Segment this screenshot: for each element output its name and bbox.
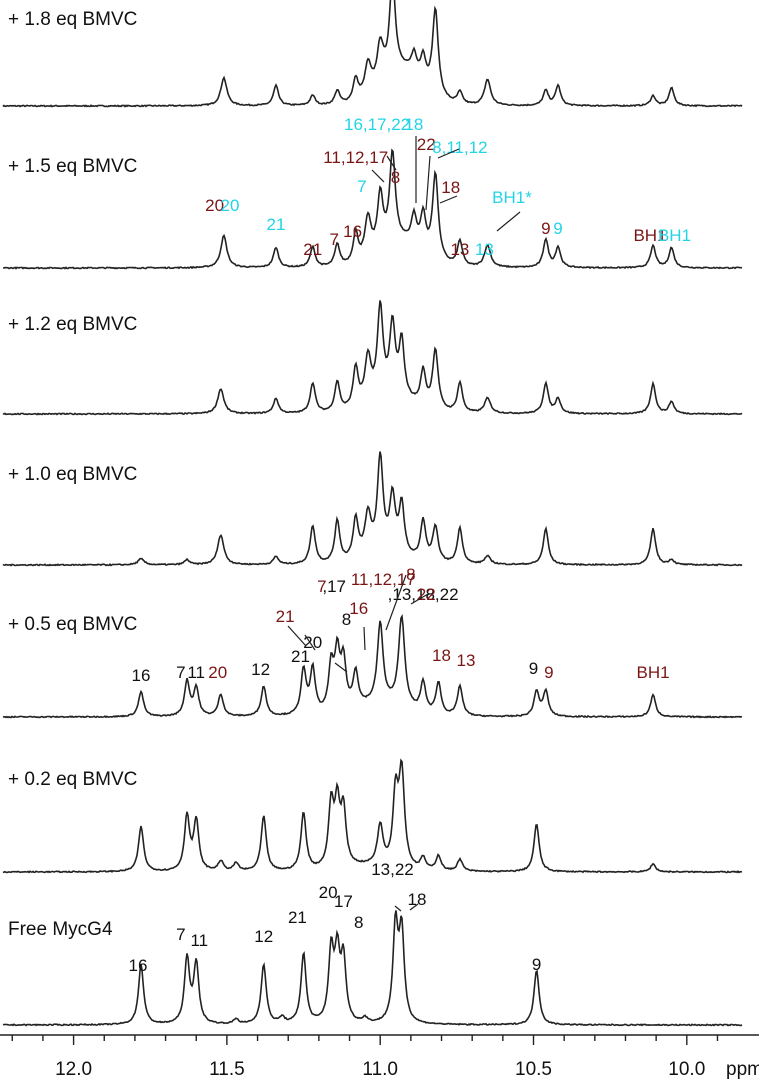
labels-layer: + 1.8 eq BMVC + 1.5 eq BMVC + 1.2 eq BMVC +…	[8, 9, 691, 975]
spectrum-title: + 1.2 eq BMVC	[8, 314, 137, 335]
spectrum-title: + 1.5 eq BMVC	[8, 156, 137, 177]
peak-label: 11,12,17	[323, 148, 388, 167]
leader-line	[304, 634, 316, 651]
peak-label: 12	[251, 660, 270, 679]
peak-label: 21	[276, 607, 295, 626]
leader-line	[437, 148, 460, 159]
peak-label: 13	[450, 240, 469, 259]
peak-label: 13	[475, 240, 494, 259]
spectrum-line-1	[3, 148, 742, 270]
peak-label: 8	[391, 168, 400, 187]
peak-label: 16	[132, 666, 151, 685]
spectrum-title: + 0.2 eq BMVC	[8, 769, 137, 790]
spectra-layer	[2, 0, 743, 1027]
leader-line	[385, 574, 407, 631]
spectrum-title: + 0.5 eq BMVC	[8, 614, 137, 635]
peak-label: 9	[541, 219, 550, 238]
peak-label: 21	[267, 215, 286, 234]
peak-label: 7	[176, 663, 185, 682]
peak-label: 18	[432, 646, 451, 665]
peak-label: 20	[319, 883, 338, 902]
peak-label: 11	[190, 931, 208, 950]
peak-label: BH1	[658, 226, 691, 245]
peak-label: 20	[208, 663, 227, 682]
peak-label: 13	[457, 651, 476, 670]
peak-label: 20	[221, 196, 240, 215]
peak-label: 8	[354, 913, 363, 932]
peak-label: 18	[441, 178, 460, 197]
spectrum-line-5	[2, 758, 743, 874]
peak-label: 7	[357, 177, 366, 196]
peak-label: 8,11,12	[432, 138, 487, 157]
peak-label: 16	[349, 599, 368, 618]
peak-label: 16	[343, 222, 362, 241]
leader-line	[425, 155, 431, 211]
leader-line	[334, 662, 348, 673]
leader-line	[410, 593, 429, 605]
spectrum-line-3	[2, 451, 743, 567]
peak-label: 12	[254, 927, 273, 946]
spectrum-title: + 1.8 eq BMVC	[8, 9, 137, 30]
peak-label: 9	[529, 659, 538, 678]
peak-label: 16,17,22	[344, 115, 410, 134]
leader-line	[496, 211, 521, 232]
peak-label: BH1	[637, 663, 670, 682]
peak-label: 11	[187, 663, 205, 682]
peak-label: BH1*	[492, 188, 532, 207]
peak-label: 20	[205, 196, 224, 215]
leader-line	[363, 626, 366, 651]
x-tick-label: 10.0	[668, 1059, 705, 1080]
peak-label: 18	[404, 115, 423, 134]
peak-label: 18	[408, 890, 427, 909]
peak-label: 13,22	[371, 860, 414, 879]
spectrum-line-2	[2, 300, 743, 416]
peak-label: 9	[532, 955, 541, 974]
peak-label: 17	[334, 892, 353, 911]
peak-label: ,13,18,22	[388, 585, 459, 604]
x-tick-label: 11.0	[362, 1059, 398, 1080]
leader-line	[394, 905, 402, 912]
peak-label: 8	[342, 610, 351, 629]
peak-label: 7	[317, 577, 326, 596]
x-axis: ppm 12.0 11.5 11.0 10.5 10.0	[0, 1034, 759, 1080]
leader-line	[371, 169, 385, 183]
peak-label: 7	[176, 925, 185, 944]
peak-label: 21	[303, 240, 322, 259]
peak-label: 21	[288, 908, 307, 927]
peak-label: 9	[553, 219, 562, 238]
peak-label: 11,12,17	[351, 570, 416, 589]
leader-line	[287, 625, 307, 647]
spectrum-line-0	[2, 0, 743, 108]
leader-line	[439, 195, 458, 204]
spectrum-title: + 1.0 eq BMVC	[8, 464, 137, 485]
peak-label: 7	[329, 230, 338, 249]
x-tick-label: 12.0	[55, 1059, 92, 1080]
spectrum-line-4	[2, 613, 743, 719]
peak-label: BH1	[633, 226, 666, 245]
x-axis-unit-label: ppm	[726, 1059, 759, 1080]
leader-line	[409, 903, 419, 911]
x-tick-label: 10.5	[515, 1059, 552, 1080]
peak-label: 20	[303, 633, 322, 652]
peak-label: 9	[544, 663, 553, 682]
peak-label: 16	[129, 956, 148, 975]
spectrum-title: Free MycG4	[8, 919, 113, 940]
x-tick-label: 11.5	[209, 1059, 245, 1080]
peak-label: 22	[417, 135, 436, 154]
peak-label: 8	[406, 565, 415, 584]
spectrum-line-6	[2, 910, 743, 1027]
peak-label: 21	[291, 647, 310, 666]
leader-line	[386, 155, 397, 171]
peak-label: ,17	[322, 577, 346, 596]
